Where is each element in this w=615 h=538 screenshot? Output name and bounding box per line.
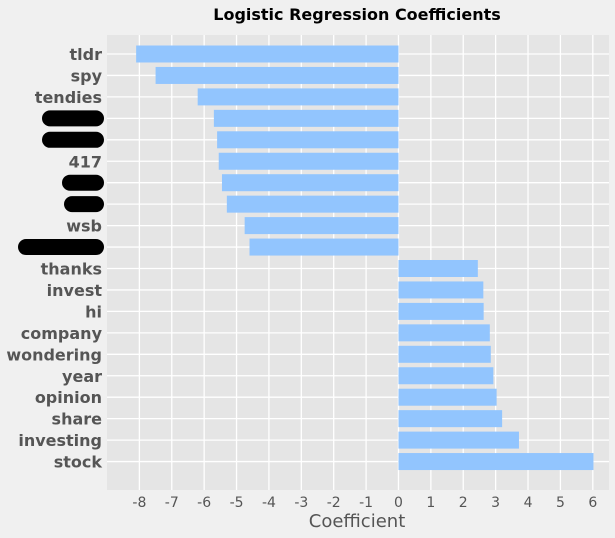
y-tick-label: wondering (6, 345, 102, 364)
y-tick-label: stock (54, 453, 103, 472)
bars (136, 45, 594, 471)
x-tick-label: 0 (394, 495, 403, 511)
chart-title: Logistic Regression Coefficients (213, 5, 501, 24)
y-tick-label: share (52, 410, 103, 429)
y-tick-label: year (62, 367, 102, 386)
redacted-label-mark (18, 239, 104, 256)
y-tick-label: investing (18, 431, 102, 450)
x-tick-label: 2 (459, 495, 468, 511)
bar (244, 217, 399, 235)
x-tick-label: -1 (359, 495, 373, 511)
bar (218, 152, 399, 170)
redacted-label-mark (64, 196, 104, 213)
bar (398, 431, 519, 449)
y-tick-label: opinion (35, 388, 102, 407)
bar (217, 131, 399, 149)
x-tick-label: 5 (556, 495, 565, 511)
y-tick-label: company (21, 324, 103, 343)
y-tick-label: thanks (41, 260, 102, 279)
bar (155, 66, 399, 84)
bar (398, 324, 490, 342)
bar (249, 238, 399, 256)
bar (398, 302, 484, 320)
bar (213, 109, 399, 127)
x-tick-label: -8 (132, 495, 146, 511)
bar (398, 260, 478, 277)
y-tick-label: spy (71, 66, 103, 85)
bar (398, 345, 491, 363)
bar (398, 453, 594, 471)
redacted-label-mark (42, 131, 104, 148)
bar (398, 367, 494, 385)
x-tick-label: -5 (230, 495, 244, 511)
bar (136, 45, 399, 63)
y-tick-label: invest (47, 281, 103, 300)
x-tick-labels: -8 -7 -6 -5 -4 -3 -2 -1 0 1 2 3 4 5 6 (132, 495, 597, 511)
bar (398, 281, 484, 299)
x-tick-label: 4 (524, 495, 533, 511)
y-tick-labels: tldr spy tendies 417 wsb thanks invest hi compan… (6, 45, 104, 472)
bar (197, 88, 399, 106)
y-tick-label: hi (85, 302, 102, 321)
redacted-label-mark (42, 110, 104, 127)
x-tick-label: 3 (491, 495, 500, 511)
x-tick-label: -6 (197, 495, 211, 511)
bar (398, 388, 497, 406)
x-tick-label: -4 (262, 495, 276, 511)
x-tick-label: -3 (294, 495, 308, 511)
x-tick-label: 1 (426, 495, 435, 511)
redacted-label-mark (62, 174, 104, 191)
x-tick-label: -2 (327, 495, 341, 511)
y-tick-label: wsb (66, 217, 102, 236)
bar (398, 410, 503, 428)
y-tick-label: tldr (70, 45, 103, 64)
x-axis-label: Coefficient (309, 511, 406, 532)
x-tick-label: 6 (588, 495, 597, 511)
x-tick-label: -7 (165, 495, 179, 511)
y-tick-label: tendies (35, 88, 102, 107)
bar (221, 174, 399, 192)
y-tick-label: 417 (69, 152, 102, 171)
bar (226, 195, 399, 213)
